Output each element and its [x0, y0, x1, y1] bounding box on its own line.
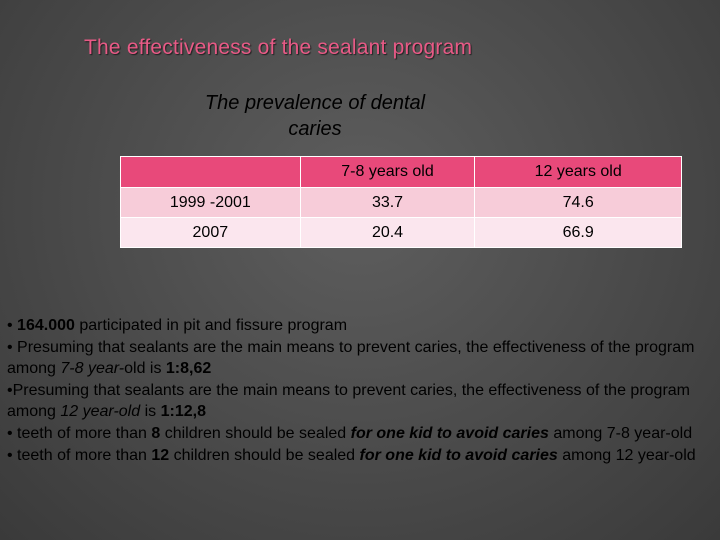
header-cell-12-years: 12 years old [474, 156, 682, 188]
bullet-list: • 164.000 participated in pit and fissur… [7, 315, 707, 466]
row-value-12: 66.9 [474, 217, 682, 248]
bullet-participants: • 164.000 participated in pit and fissur… [7, 317, 348, 334]
table-header-row: 7-8 years old 12 years old [120, 156, 682, 188]
row-value-12: 74.6 [474, 187, 682, 218]
table-row: 2007 20.4 66.9 [120, 217, 682, 248]
table-row: 1999 -2001 33.7 74.6 [120, 187, 682, 218]
bullet-effectiveness-12: •Presuming that sealants are the main me… [7, 381, 690, 421]
caption-line-1: The prevalence of dental [204, 92, 426, 114]
row-period: 2007 [120, 217, 301, 248]
bullet-sealed-8-children: • teeth of more than 8 children should b… [7, 424, 693, 442]
table-caption: The prevalence of dental caries [150, 90, 480, 142]
row-value-7-8: 33.7 [299, 187, 476, 218]
header-cell-7-8-years: 7-8 years old [299, 156, 476, 188]
caption-line-2: caries [288, 118, 342, 140]
slide-title: The effectiveness of the sealant program [84, 36, 473, 59]
bullet-sealed-12-children: • teeth of more than 12 children should … [7, 446, 696, 464]
caries-prevalence-table: 7-8 years old 12 years old 1999 -2001 33… [120, 156, 682, 248]
bullet-effectiveness-7-8: • Presuming that sealants are the main m… [7, 338, 695, 378]
row-period: 1999 -2001 [120, 187, 301, 218]
header-cell-empty [120, 156, 301, 188]
row-value-7-8: 20.4 [299, 217, 476, 248]
